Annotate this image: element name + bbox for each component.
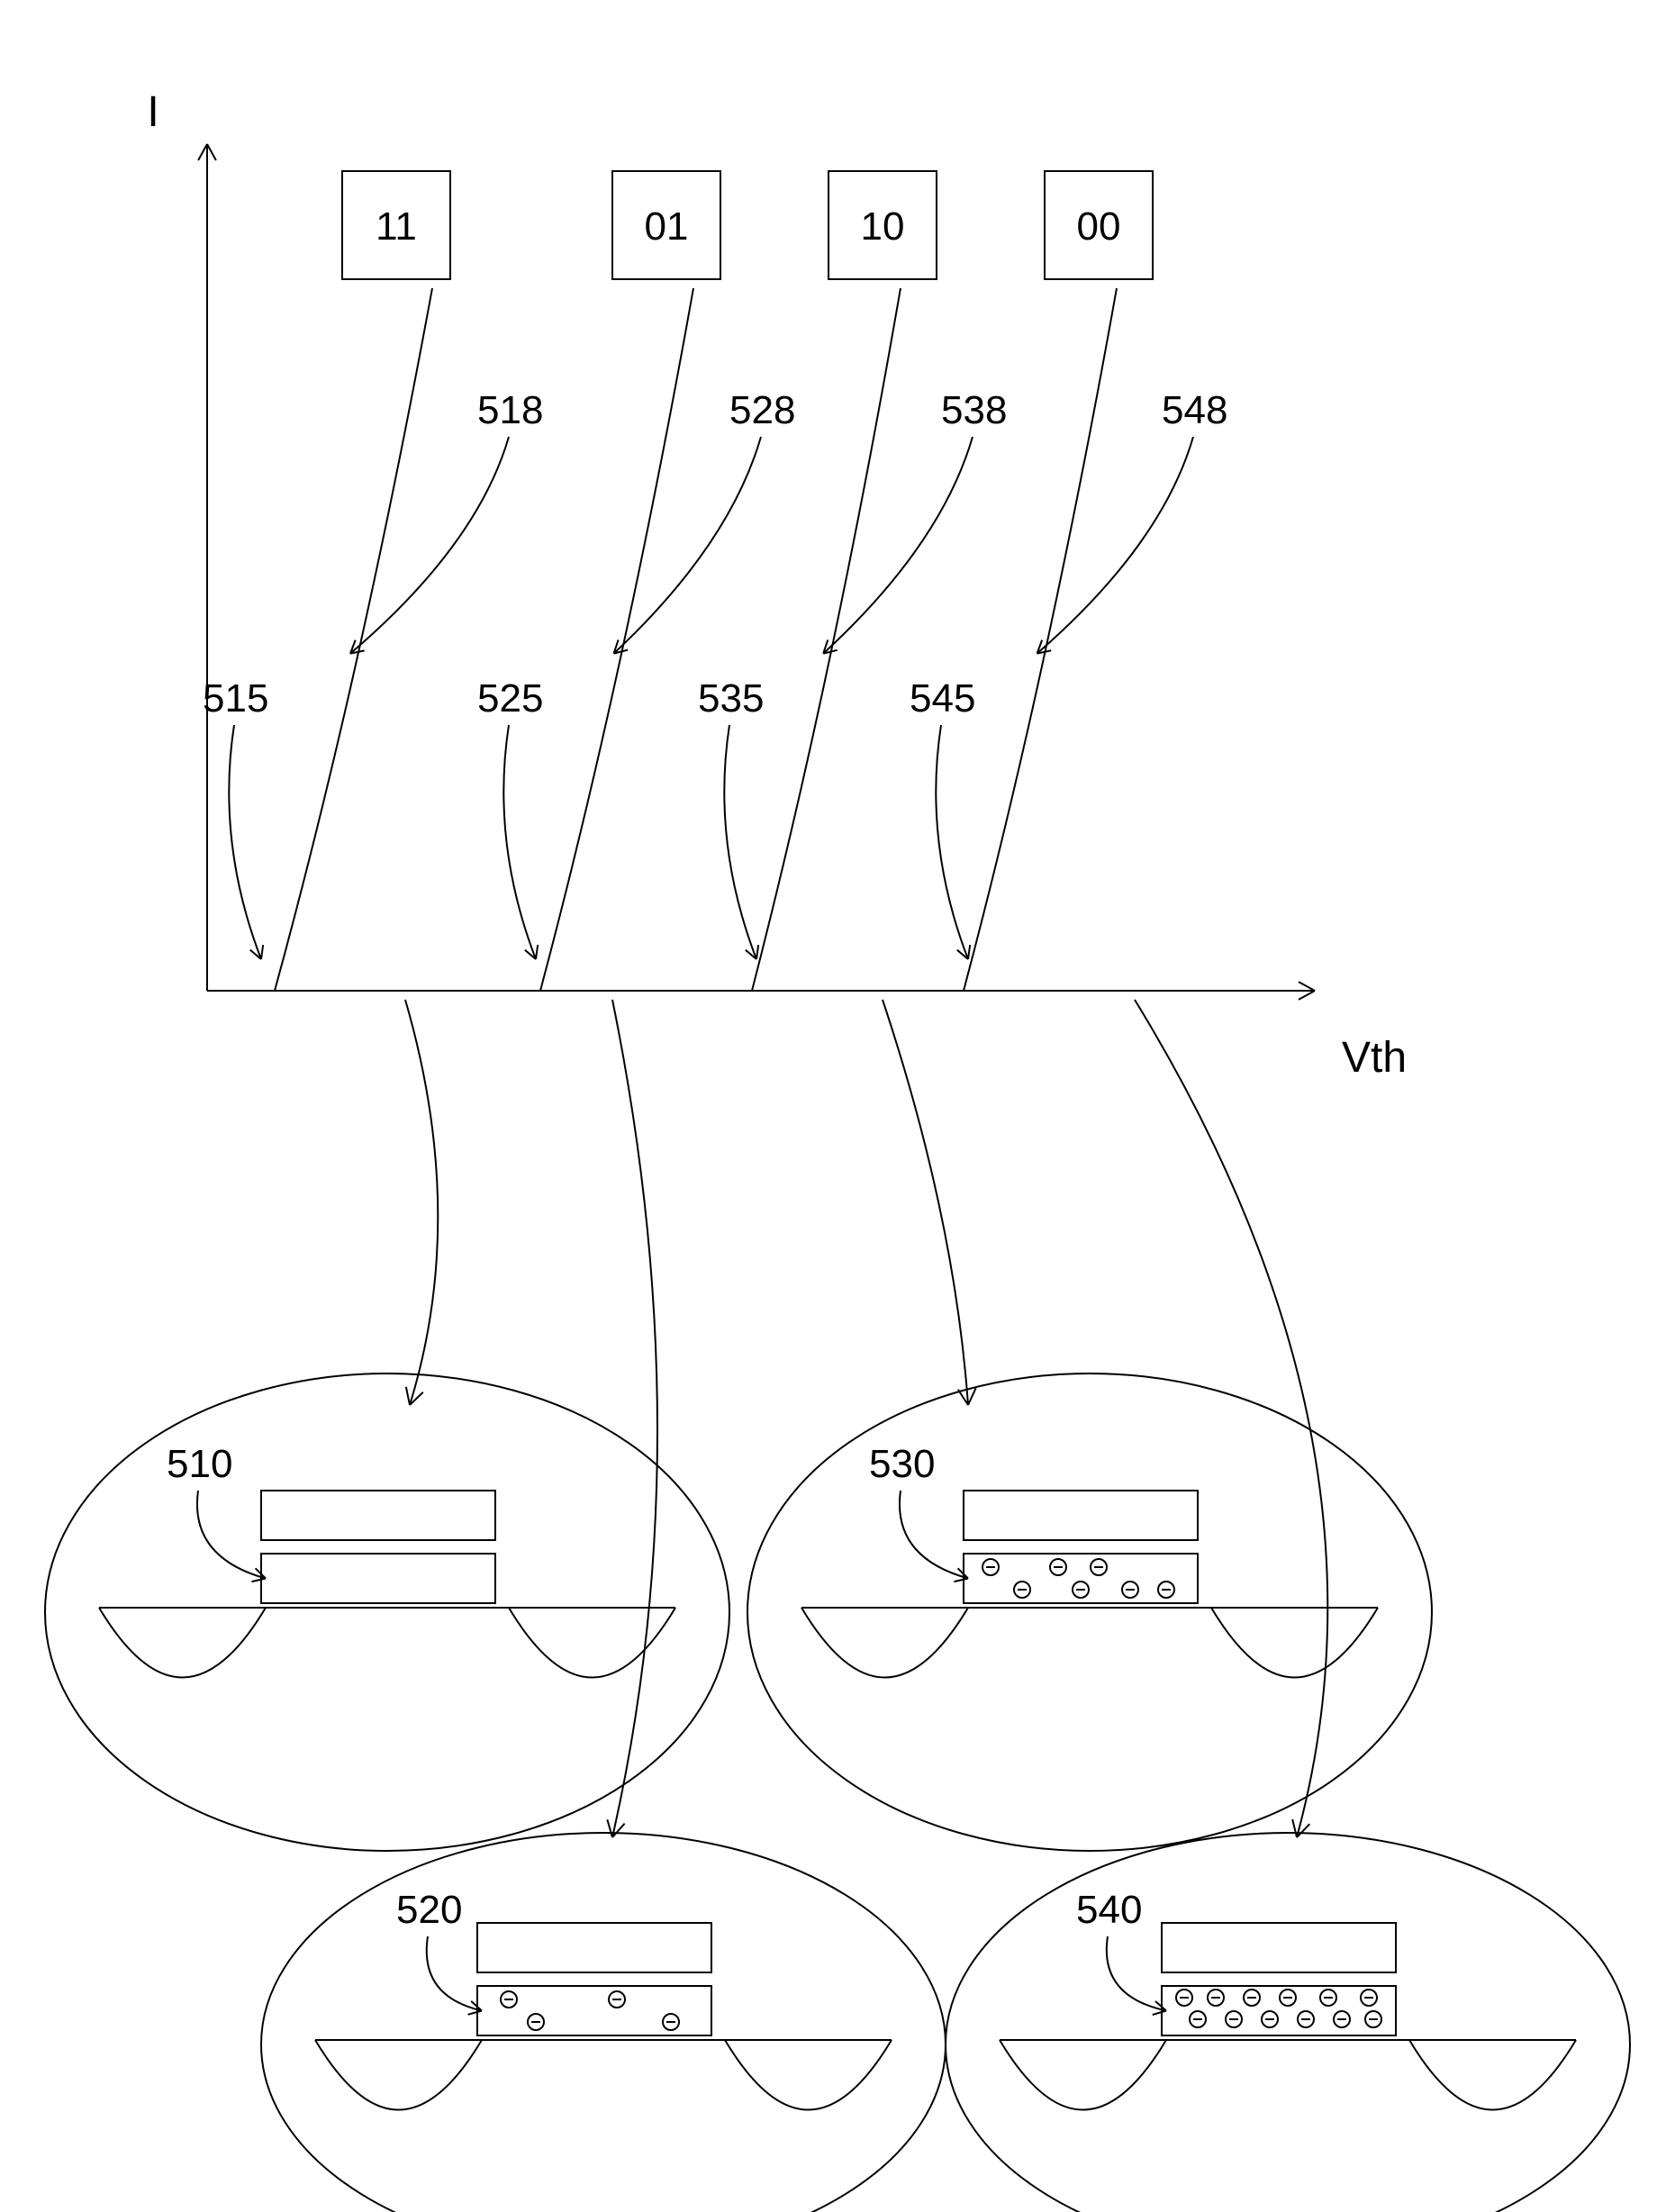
leader-line bbox=[724, 725, 756, 959]
control-gate bbox=[964, 1491, 1198, 1540]
state-label: 01 bbox=[645, 204, 689, 249]
source-well bbox=[1000, 2040, 1166, 2110]
leader-line bbox=[229, 725, 261, 959]
x-axis-label: Vth bbox=[1342, 1034, 1407, 1082]
cell-bubble bbox=[45, 1373, 729, 1851]
cell-label: 510 bbox=[167, 1442, 232, 1486]
control-gate bbox=[477, 1923, 711, 1972]
arrow-head bbox=[954, 1579, 968, 1582]
arrow-head bbox=[251, 1579, 266, 1582]
arrow-head bbox=[406, 1387, 410, 1405]
vth-label: 515 bbox=[203, 676, 268, 721]
arrow-head bbox=[261, 945, 263, 959]
arrow-head bbox=[968, 945, 970, 959]
leader-line bbox=[197, 1491, 266, 1579]
connector-arrow bbox=[612, 1000, 657, 1837]
drain-well bbox=[725, 2040, 892, 2110]
source-well bbox=[801, 1608, 968, 1678]
iv-curve bbox=[275, 288, 432, 991]
arrow-head bbox=[968, 1388, 976, 1405]
floating-gate bbox=[261, 1554, 495, 1603]
leader-line bbox=[350, 437, 509, 654]
leader-line bbox=[503, 725, 536, 959]
cell-bubble bbox=[946, 1833, 1630, 2212]
control-gate bbox=[1162, 1923, 1396, 1972]
arrow-head bbox=[1292, 1819, 1297, 1837]
vth-label: 525 bbox=[477, 676, 543, 721]
arrow-head bbox=[1299, 982, 1315, 991]
vth-label: 535 bbox=[698, 676, 764, 721]
arrow-head bbox=[468, 2011, 482, 2015]
drain-well bbox=[509, 1608, 675, 1678]
leader-line bbox=[900, 1491, 968, 1579]
curve-label: 548 bbox=[1162, 388, 1227, 432]
connector-arrow bbox=[1135, 1000, 1327, 1837]
cell-label: 530 bbox=[869, 1442, 935, 1486]
arrow-head bbox=[1153, 2011, 1166, 2016]
state-label: 10 bbox=[861, 204, 905, 249]
leader-line bbox=[1107, 1936, 1166, 2011]
y-axis-label: I bbox=[147, 88, 158, 136]
cell-label: 540 bbox=[1076, 1888, 1142, 1932]
arrow-head bbox=[607, 1819, 612, 1837]
floating-gate bbox=[964, 1554, 1198, 1603]
leader-line bbox=[614, 437, 761, 654]
leader-line bbox=[936, 725, 968, 959]
cell-bubble bbox=[261, 1833, 946, 2212]
drain-well bbox=[1211, 1608, 1378, 1678]
connector-arrow bbox=[405, 1000, 438, 1405]
source-well bbox=[99, 1608, 266, 1678]
vth-label: 545 bbox=[910, 676, 975, 721]
curve-label: 518 bbox=[477, 388, 543, 432]
leader-line bbox=[823, 437, 973, 654]
leader-line bbox=[1037, 437, 1193, 654]
arrow-head bbox=[536, 945, 538, 959]
leader-line bbox=[427, 1936, 482, 2011]
curve-label: 528 bbox=[729, 388, 795, 432]
control-gate bbox=[261, 1491, 495, 1540]
arrow-head bbox=[198, 144, 207, 160]
drain-well bbox=[1409, 2040, 1576, 2110]
iv-curve bbox=[540, 288, 693, 991]
curve-label: 538 bbox=[941, 388, 1007, 432]
cell-label: 520 bbox=[396, 1888, 462, 1932]
arrow-head bbox=[1299, 991, 1315, 1000]
state-label: 00 bbox=[1077, 204, 1121, 249]
connector-arrow bbox=[883, 1000, 968, 1405]
state-label: 11 bbox=[376, 204, 417, 249]
arrow-head bbox=[207, 144, 216, 160]
arrow-head bbox=[756, 945, 758, 959]
cell-bubble bbox=[747, 1373, 1432, 1851]
source-well bbox=[315, 2040, 482, 2110]
